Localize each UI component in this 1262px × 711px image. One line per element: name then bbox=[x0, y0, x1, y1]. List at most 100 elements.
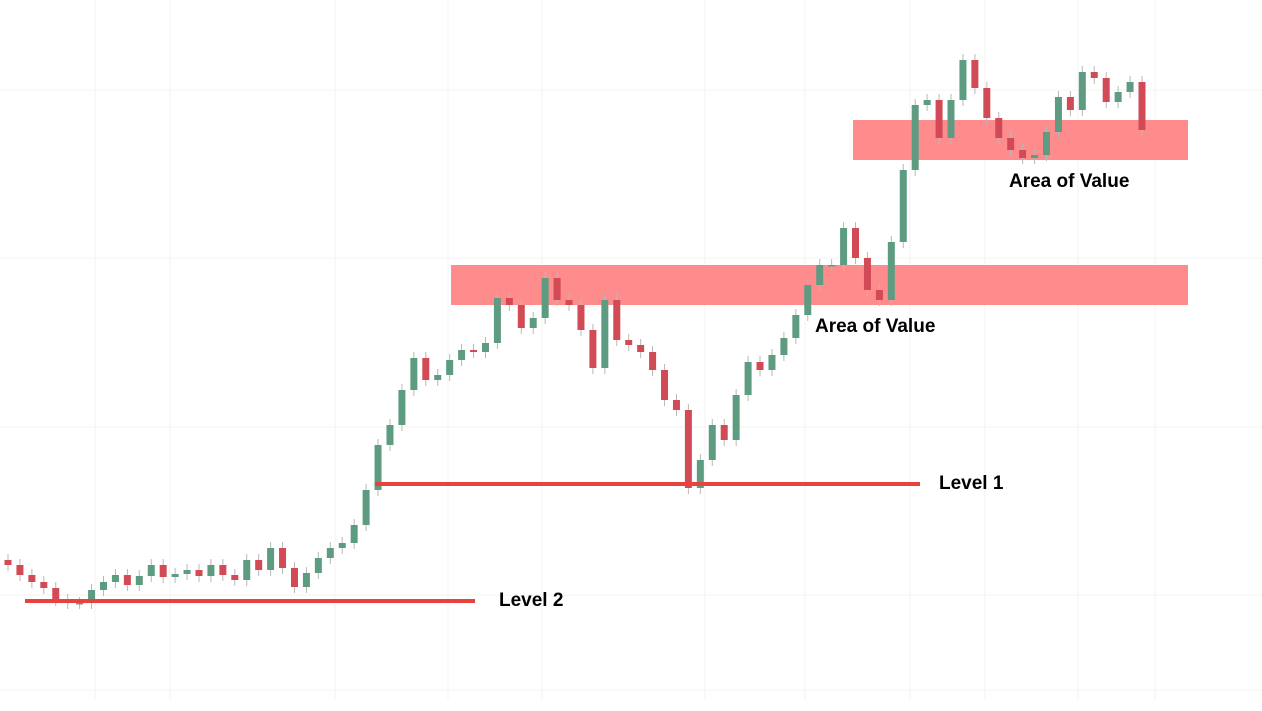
candle-body bbox=[1043, 132, 1051, 155]
candle-body bbox=[1019, 150, 1027, 158]
candle-body bbox=[493, 298, 501, 343]
candle-body bbox=[684, 410, 692, 488]
candle-body bbox=[1138, 82, 1146, 130]
candle-body bbox=[470, 350, 478, 352]
candle-body bbox=[28, 575, 36, 582]
candle-body bbox=[1114, 92, 1122, 102]
candle-body bbox=[792, 315, 800, 338]
candle-body bbox=[1007, 138, 1015, 150]
candle-body bbox=[183, 570, 191, 574]
candle-body bbox=[756, 362, 764, 370]
candle-body bbox=[553, 278, 561, 300]
candle-body bbox=[195, 570, 203, 576]
candle-body bbox=[52, 588, 60, 600]
candle-body bbox=[947, 100, 955, 138]
candle-body bbox=[40, 582, 48, 588]
candle-body bbox=[505, 298, 513, 305]
candle-body bbox=[708, 425, 716, 460]
candle-body bbox=[302, 573, 310, 587]
candle-body bbox=[828, 265, 836, 267]
candle-body bbox=[326, 548, 334, 558]
candle-body bbox=[1102, 78, 1110, 102]
candle-body bbox=[696, 460, 704, 488]
candle-body bbox=[255, 560, 263, 570]
candle-body bbox=[899, 170, 907, 242]
candle-body bbox=[863, 258, 871, 290]
candle-body bbox=[1126, 82, 1134, 92]
candle-body bbox=[338, 543, 346, 548]
candle-body bbox=[565, 300, 573, 305]
candle-body bbox=[649, 352, 657, 370]
candle-body bbox=[875, 290, 883, 300]
candle-body bbox=[935, 100, 943, 138]
candle-body bbox=[446, 360, 454, 375]
candle-body bbox=[732, 395, 740, 440]
candle-body bbox=[804, 285, 812, 315]
candle-body bbox=[231, 575, 239, 580]
candle-body bbox=[887, 242, 895, 300]
level-label: Level 2 bbox=[499, 590, 563, 611]
zone-label: Area of Value bbox=[1009, 171, 1129, 192]
candle-body bbox=[243, 560, 251, 580]
candle-body bbox=[147, 565, 155, 576]
candle-body bbox=[852, 228, 860, 258]
candle-body bbox=[422, 358, 430, 380]
candle-body bbox=[290, 568, 298, 587]
candle-body bbox=[16, 565, 24, 575]
candle-body bbox=[350, 525, 358, 543]
candle-body bbox=[159, 565, 167, 577]
candle-body bbox=[314, 558, 322, 573]
candle-body bbox=[99, 582, 107, 590]
level-label: Level 1 bbox=[939, 473, 1004, 494]
candle-body bbox=[517, 305, 525, 328]
candle-body bbox=[1031, 155, 1039, 158]
candle-body bbox=[76, 603, 84, 605]
candle-body bbox=[1078, 72, 1086, 110]
candle-body bbox=[672, 400, 680, 410]
candle-body bbox=[613, 300, 621, 340]
candle-body bbox=[219, 565, 227, 575]
candle-body bbox=[434, 375, 442, 380]
candle-body bbox=[661, 370, 669, 400]
candle-body bbox=[88, 590, 96, 603]
candle-body bbox=[1066, 97, 1074, 110]
candle-body bbox=[541, 278, 549, 318]
candle-body bbox=[267, 548, 275, 570]
candle-body bbox=[983, 88, 991, 118]
candle-body bbox=[995, 118, 1003, 138]
candle-body bbox=[529, 318, 537, 328]
candle-body bbox=[959, 60, 967, 100]
candle-body bbox=[577, 305, 585, 330]
candle-body bbox=[923, 100, 931, 105]
candle-body bbox=[601, 300, 609, 368]
candle-body bbox=[374, 445, 382, 490]
candle-body bbox=[135, 576, 143, 585]
candle-body bbox=[481, 343, 489, 352]
candle-body bbox=[279, 548, 287, 568]
candle-body bbox=[637, 345, 645, 352]
candle-body bbox=[386, 425, 394, 445]
candle-body bbox=[971, 60, 979, 88]
candle-body bbox=[589, 330, 597, 368]
candle-body bbox=[171, 574, 179, 577]
candle-body bbox=[816, 265, 824, 285]
candle-body bbox=[410, 358, 418, 390]
candle-body bbox=[4, 560, 12, 565]
candle-body bbox=[1054, 97, 1062, 132]
candle-body bbox=[840, 228, 848, 265]
candle-body bbox=[111, 575, 119, 582]
candle-body bbox=[398, 390, 406, 425]
candle-body bbox=[207, 565, 215, 576]
candle-body bbox=[362, 490, 370, 525]
candle-body bbox=[1090, 72, 1098, 78]
candle-body bbox=[744, 362, 752, 395]
candle-body bbox=[780, 338, 788, 355]
candle-body bbox=[720, 425, 728, 440]
candle-body bbox=[911, 105, 919, 170]
candle-body bbox=[768, 355, 776, 370]
zone-label: Area of Value bbox=[815, 316, 935, 337]
candle-body bbox=[625, 340, 633, 345]
candle-body bbox=[458, 350, 466, 360]
